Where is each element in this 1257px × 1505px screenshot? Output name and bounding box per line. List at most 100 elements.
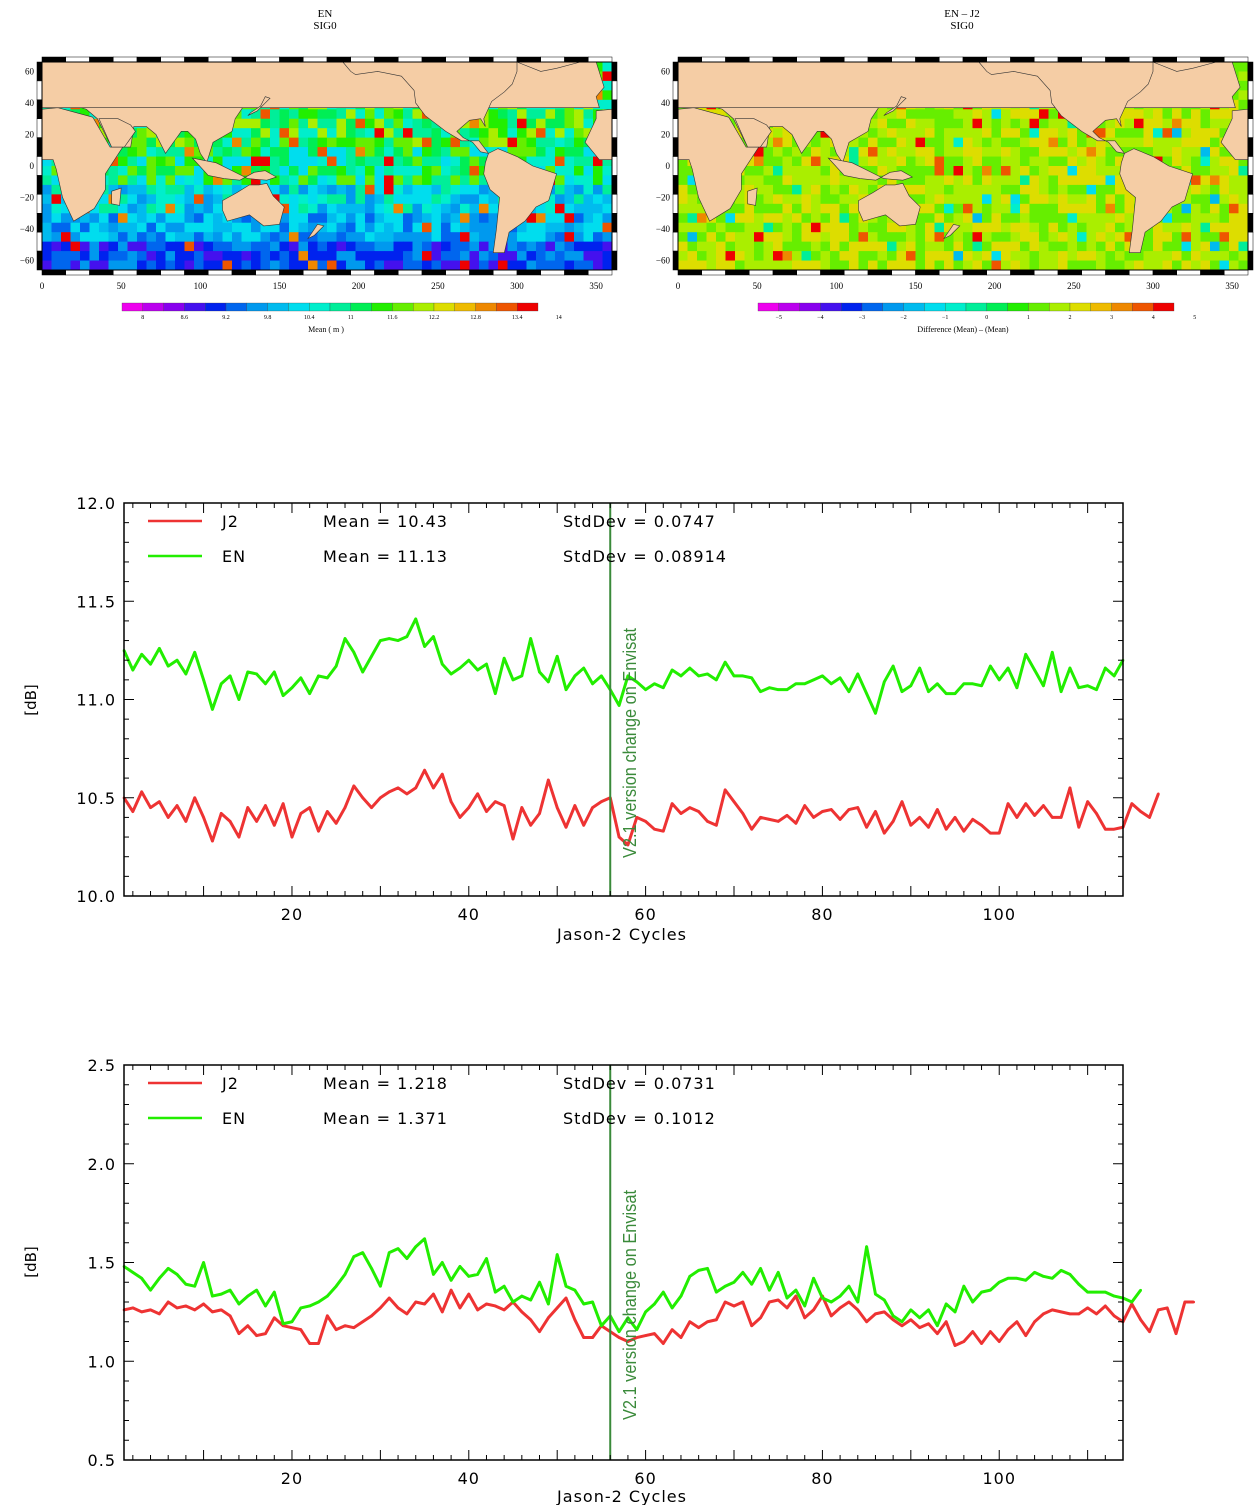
map-grid-cell: [488, 203, 499, 214]
data-point-en: [485, 1257, 488, 1260]
map-grid-cell: [849, 241, 859, 252]
map-border-segment: [89, 56, 114, 63]
map-grid-cell: [1039, 156, 1049, 167]
map-grid-cell: [545, 232, 556, 243]
map-grid-cell: [1115, 137, 1125, 148]
map-grid-cell: [887, 241, 897, 252]
map-border-segment: [89, 269, 114, 276]
map-grid-cell: [1077, 194, 1087, 205]
data-point-en: [776, 688, 780, 691]
map-grid-cell: [536, 222, 546, 233]
colorbar-tick-label: 10.4: [304, 315, 315, 321]
map-grid-cell: [365, 232, 375, 243]
map-grid-cell: [602, 194, 613, 205]
map-grid-cell: [137, 260, 147, 271]
map-border-segment: [41, 269, 66, 276]
map-grid-cell: [270, 128, 280, 139]
map-grid-cell: [877, 137, 888, 148]
data-point-j2: [467, 806, 471, 809]
map-grid-cell: [1200, 147, 1211, 157]
map-grid-cell: [412, 184, 423, 195]
map-grid-cell: [89, 241, 100, 252]
map-grid-cell: [298, 203, 309, 214]
data-point-j2: [405, 1312, 409, 1316]
map-grid-cell: [839, 175, 850, 186]
map-grid-cell: [1200, 203, 1211, 214]
data-point-en: [953, 692, 957, 695]
map-grid-cell: [1124, 241, 1135, 252]
colorbar-tick-label: −3: [859, 315, 865, 321]
map-grid-cell: [289, 260, 299, 271]
data-point-en: [184, 1282, 188, 1286]
map-border-segment: [915, 56, 940, 63]
map-grid-cell: [526, 118, 537, 129]
y-axis-label: [dB]: [22, 1246, 40, 1278]
map-grid-cell: [118, 222, 128, 233]
map-grid-cell: [422, 166, 432, 176]
data-point-en: [997, 1280, 1001, 1284]
map-grid-cell: [355, 118, 366, 129]
map-grid-cell: [260, 147, 271, 157]
colorbar-tick-label: 12.2: [429, 315, 440, 321]
data-point-en: [635, 1328, 639, 1331]
map-grid-cell: [184, 251, 195, 261]
map-grid-cell: [1096, 213, 1106, 224]
map-grid-cell: [811, 213, 821, 224]
map-grid-cell: [1162, 260, 1173, 271]
map-grid-cell: [165, 241, 176, 252]
map-border-segment: [1247, 137, 1254, 157]
map-grid-cell: [744, 184, 755, 195]
map-grid-cell: [488, 109, 499, 120]
map-grid-cell: [42, 213, 52, 224]
map-grid-cell: [858, 137, 869, 148]
map-grid-cell: [298, 184, 309, 195]
colorbar-swatch: [1069, 302, 1091, 312]
map-grid-cell: [422, 175, 432, 186]
map-grid-cell: [773, 213, 783, 224]
map-grid-cell: [213, 203, 223, 214]
map-grid-cell: [735, 194, 745, 205]
map-grid-cell: [1219, 109, 1230, 120]
map-grid-cell: [51, 222, 62, 233]
map-grid-cell: [488, 137, 499, 148]
colorbar-swatch: [1132, 302, 1154, 312]
map-grid-cell: [678, 194, 688, 205]
map-grid-cell: [1010, 241, 1021, 252]
map-grid-cell: [118, 147, 128, 157]
map-grid-cell: [42, 166, 52, 176]
y-tick-labels: 10.010.511.011.512.0: [76, 494, 115, 906]
map-grid-cell: [1191, 251, 1201, 261]
map-border-segment: [136, 56, 161, 63]
map-grid-cell: [422, 241, 432, 252]
data-point-en: [679, 674, 683, 678]
map-grid-cell: [792, 213, 802, 224]
map-grid-cell: [365, 166, 375, 176]
map-grid-cell: [972, 156, 983, 167]
data-point-en: [158, 1277, 161, 1280]
map-grid-cell: [355, 166, 366, 176]
map-grid-cell: [1210, 184, 1220, 195]
map-grid-cell: [488, 241, 499, 252]
map-grid-cell: [963, 109, 973, 120]
data-point-j2: [776, 1298, 780, 1302]
map-grid-cell: [953, 166, 964, 176]
map-grid-cell: [536, 260, 546, 271]
map-grid-cell: [1238, 184, 1249, 195]
map-grid-cell: [479, 251, 489, 261]
map-grid-cell: [80, 232, 90, 243]
map-grid-cell: [336, 175, 347, 186]
map-grid-cell: [1191, 166, 1201, 176]
map-grid-cell: [792, 251, 802, 261]
map-border-segment: [672, 250, 679, 271]
map-grid-cell: [1153, 109, 1163, 120]
land-arabia: [98, 118, 136, 148]
map-grid-cell: [953, 109, 964, 120]
data-point-j2: [149, 806, 152, 809]
map-grid-cell: [460, 222, 470, 233]
data-point-en: [467, 658, 471, 662]
map-grid-cell: [849, 260, 859, 271]
data-point-j2: [281, 802, 285, 805]
data-point-j2: [697, 810, 700, 813]
data-point-j2: [246, 806, 250, 809]
data-point-j2: [555, 806, 559, 809]
